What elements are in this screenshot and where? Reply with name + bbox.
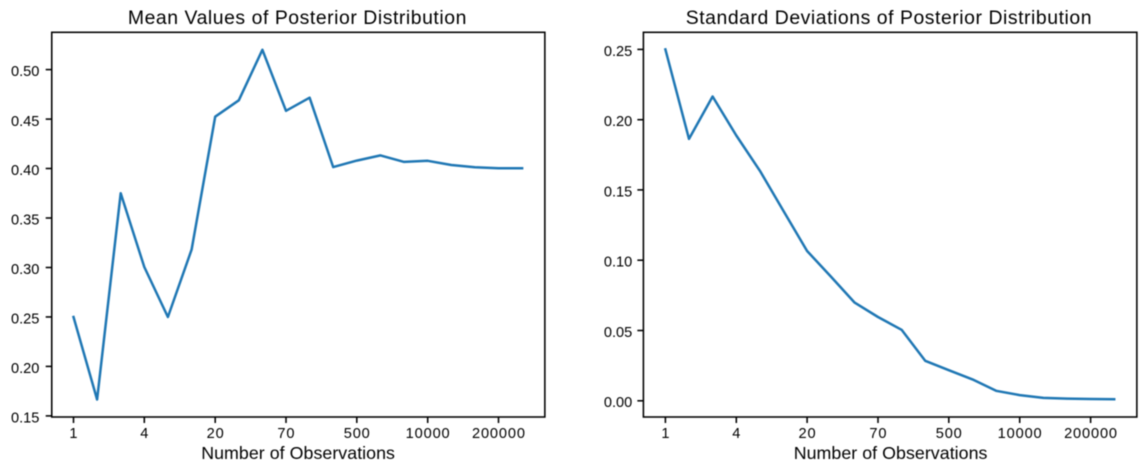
svg-text:0.25: 0.25 [604,44,632,60]
svg-text:Number of Observations: Number of Observations [201,443,395,463]
svg-text:0.10: 0.10 [604,255,632,271]
svg-text:20: 20 [207,426,225,442]
svg-text:Standard Deviations of Posteri: Standard Deviations of Posterior Distrib… [686,7,1092,29]
svg-text:500: 500 [344,426,371,442]
svg-text:0.45: 0.45 [11,114,39,130]
svg-text:1: 1 [69,426,78,442]
svg-text:0.00: 0.00 [604,395,632,411]
svg-text:4: 4 [140,426,149,442]
svg-text:70: 70 [277,426,295,442]
svg-text:0.15: 0.15 [11,410,39,426]
svg-text:0.05: 0.05 [604,325,632,341]
svg-text:0.25: 0.25 [11,311,39,327]
svg-text:20: 20 [799,426,817,442]
svg-text:0.30: 0.30 [11,262,39,278]
svg-text:0.15: 0.15 [604,184,632,200]
svg-text:0.20: 0.20 [604,114,632,130]
svg-text:Number of Observations: Number of Observations [794,443,988,463]
svg-text:200000: 200000 [472,426,526,442]
svg-text:0.50: 0.50 [11,64,39,80]
svg-text:200000: 200000 [1064,426,1118,442]
svg-text:Mean Values of Posterior Distr: Mean Values of Posterior Distribution [128,7,467,29]
svg-text:0.35: 0.35 [11,212,39,228]
svg-text:0.40: 0.40 [11,163,39,179]
svg-text:1: 1 [661,426,670,442]
svg-text:10000: 10000 [406,426,451,442]
svg-text:10000: 10000 [998,426,1043,442]
svg-text:500: 500 [936,426,963,442]
svg-text:0.20: 0.20 [11,361,39,377]
svg-text:70: 70 [869,426,887,442]
svg-text:4: 4 [732,426,741,442]
